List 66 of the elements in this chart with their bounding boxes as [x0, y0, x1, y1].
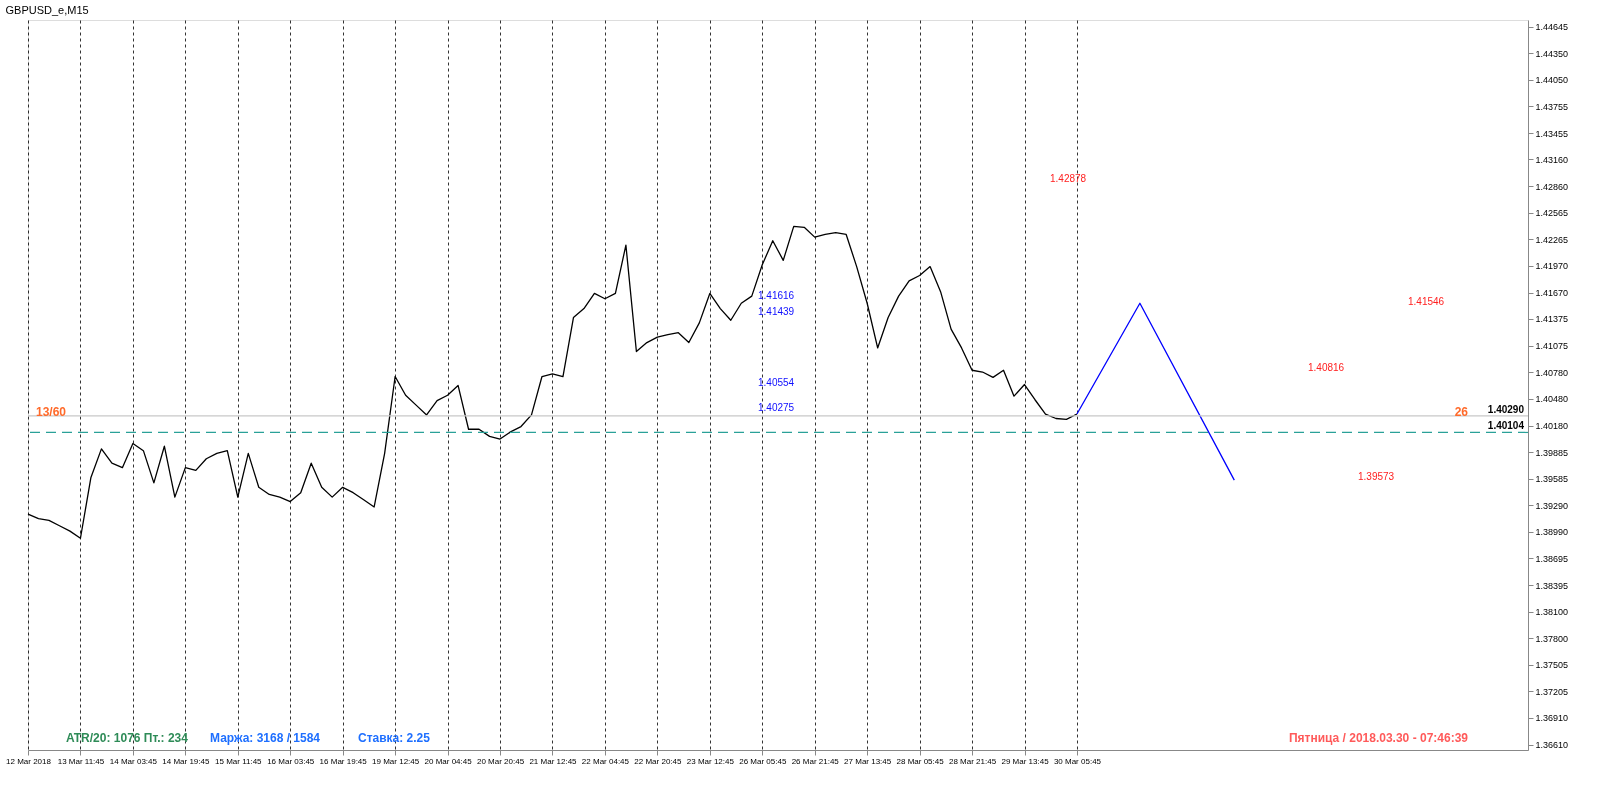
x-tick-label: 12 Mar 2018 [6, 756, 52, 766]
annotation: 1.41616 [758, 290, 795, 301]
annotation: 1.40554 [758, 377, 795, 388]
y-tick-label: 1.37800 [1535, 633, 1569, 644]
x-tick-label: 20 Mar 04:45 [424, 756, 473, 766]
y-tick-label: 1.39885 [1535, 447, 1569, 458]
x-tick-label: 19 Mar 12:45 [372, 756, 420, 766]
y-tick-label: 1.42265 [1535, 234, 1569, 245]
y-tick-label: 1.38695 [1535, 553, 1569, 564]
ref-line-label: 1.40290 [1487, 403, 1525, 415]
y-tick-label: 1.38990 [1535, 527, 1569, 538]
annotation: 1.40816 [1308, 362, 1345, 373]
x-tick-label: 30 Mar 05:45 [1053, 756, 1102, 766]
annotation: ATR/20: 1076 Пт.: 234 [66, 731, 189, 745]
y-tick-label: 1.40180 [1535, 421, 1569, 432]
y-tick-label: 1.40780 [1535, 367, 1569, 378]
annotation: 13/60 [36, 405, 67, 419]
x-tick-label: 26 Mar 05:45 [739, 756, 787, 766]
y-tick-label: 1.38395 [1535, 580, 1569, 591]
y-tick-label: 1.43455 [1535, 128, 1569, 139]
annotation: 26 [1454, 405, 1469, 419]
y-tick-label: 1.37505 [1535, 660, 1569, 671]
y-tick-label: 1.41375 [1535, 314, 1569, 325]
annotation: 1.42878 [1050, 173, 1087, 184]
annotation: Маржа: 3168 / 1584 [210, 731, 321, 745]
annotation: 1.41546 [1408, 296, 1445, 307]
y-tick-label: 1.36910 [1535, 713, 1569, 724]
x-tick-label: 28 Mar 05:45 [896, 756, 945, 766]
y-tick-label: 1.39585 [1535, 474, 1569, 485]
y-tick-label: 1.42860 [1535, 181, 1569, 192]
y-tick-label: 1.40480 [1535, 394, 1569, 405]
y-tick-label: 1.39290 [1535, 500, 1569, 511]
y-tick-label: 1.44050 [1535, 75, 1569, 86]
y-tick-label: 1.41670 [1535, 288, 1569, 299]
x-tick-label: 23 Mar 12:45 [686, 756, 735, 766]
x-tick-label: 14 Mar 03:45 [109, 756, 158, 766]
x-tick-label: 28 Mar 21:45 [948, 756, 997, 766]
y-tick-label: 1.37205 [1535, 686, 1569, 697]
x-tick-label: 16 Mar 03:45 [267, 756, 315, 766]
x-tick-label: 22 Mar 04:45 [581, 756, 630, 766]
y-tick-label: 1.41075 [1535, 341, 1569, 352]
x-tick-label: 20 Mar 20:45 [476, 756, 525, 766]
x-tick-label: 21 Mar 12:45 [529, 756, 578, 766]
x-tick-label: 22 Mar 20:45 [634, 756, 682, 766]
x-tick-label: 13 Mar 11:45 [57, 756, 105, 766]
annotation: 1.40275 [758, 402, 795, 413]
y-tick-label: 1.44350 [1535, 48, 1569, 59]
x-tick-label: 15 Mar 11:45 [215, 756, 263, 766]
annotation: Ставка: 2.25 [358, 731, 431, 745]
x-tick-label: 27 Mar 13:45 [844, 756, 892, 766]
y-tick-label: 1.38100 [1535, 607, 1569, 618]
annotation: 1.39573 [1358, 471, 1395, 482]
chart-title: GBPUSD_e,M15 [5, 4, 89, 16]
ref-line-label: 1.40104 [1487, 420, 1525, 432]
y-tick-label: 1.44645 [1535, 22, 1569, 33]
x-tick-label: 14 Mar 19:45 [162, 756, 210, 766]
x-tick-label: 29 Mar 13:45 [1001, 756, 1050, 766]
y-tick-label: 1.36610 [1535, 740, 1569, 751]
annotation: 1.41439 [758, 306, 795, 317]
annotation: Пятница / 2018.03.30 - 07:46:39 [1288, 731, 1469, 745]
y-tick-label: 1.43755 [1535, 101, 1569, 112]
x-tick-label: 16 Mar 19:45 [319, 756, 368, 766]
y-tick-label: 1.43160 [1535, 154, 1569, 165]
x-tick-label: 26 Mar 21:45 [791, 756, 840, 766]
y-tick-label: 1.41970 [1535, 261, 1569, 272]
y-tick-label: 1.42565 [1535, 208, 1569, 219]
